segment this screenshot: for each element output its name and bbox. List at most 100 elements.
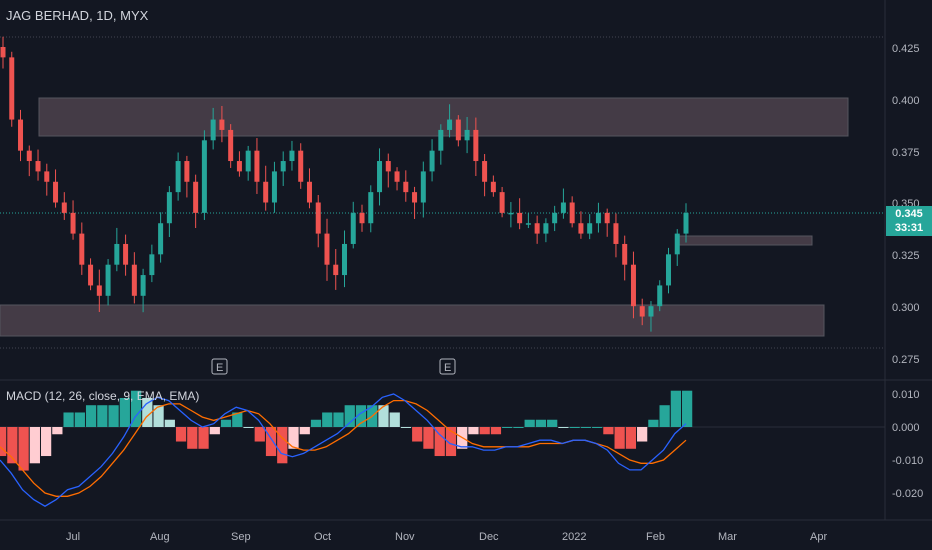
candlestick-series xyxy=(0,36,689,332)
price-tick: 0.325 xyxy=(892,250,920,262)
candle-body xyxy=(166,192,172,224)
macd-histogram-bar xyxy=(232,412,243,427)
candle-body xyxy=(412,192,418,203)
candle-body xyxy=(587,223,593,234)
macd-histogram-bar xyxy=(659,405,670,427)
candle-body xyxy=(674,233,680,255)
macd-tick: -0.010 xyxy=(892,455,923,467)
macd-histogram-bar xyxy=(243,427,254,428)
candle-body xyxy=(201,140,207,213)
earnings-marker[interactable]: E xyxy=(211,358,228,375)
macd-histogram-bar xyxy=(423,427,434,449)
macd-line xyxy=(0,393,687,507)
candle-body xyxy=(333,264,339,276)
target-zone[interactable] xyxy=(678,235,813,246)
macd-histogram-bar xyxy=(513,427,524,428)
candle-body xyxy=(482,161,488,182)
candle-body xyxy=(359,212,365,224)
candle-body xyxy=(158,223,164,255)
time-tick: Sep xyxy=(231,531,251,543)
support-zone[interactable] xyxy=(0,304,825,337)
macd-histogram-bar xyxy=(209,427,220,435)
earnings-marker[interactable]: E xyxy=(439,358,456,375)
time-tick: 2022 xyxy=(562,531,586,543)
macd-histogram-bar xyxy=(558,427,569,428)
candle-body xyxy=(306,181,312,203)
macd-histogram-bar xyxy=(142,397,153,427)
candle-body xyxy=(438,129,444,151)
candle-body xyxy=(245,150,251,172)
candle-body xyxy=(18,119,24,151)
time-axis: Jul Aug Sep Oct Nov Dec 2022 Feb Mar Apr xyxy=(66,531,827,543)
time-tick: Dec xyxy=(479,531,499,543)
candle-body xyxy=(569,202,575,224)
candle-body xyxy=(420,171,426,203)
candle-body xyxy=(604,212,610,224)
candle-body xyxy=(131,264,137,296)
candle-body xyxy=(105,264,111,296)
macd-histogram-bar xyxy=(490,427,502,435)
macd-histogram-bar xyxy=(344,405,355,427)
candle-body xyxy=(184,161,190,182)
macd-histogram-bar xyxy=(130,390,142,427)
macd-histogram-bar xyxy=(614,427,625,449)
candle-body xyxy=(193,181,199,213)
macd-title[interactable]: MACD (12, 26, close, 9, EMA, EMA) xyxy=(6,389,200,403)
candle-body xyxy=(473,129,479,162)
macd-histogram-bar xyxy=(625,427,637,449)
candle-body xyxy=(630,264,636,307)
candle-body xyxy=(236,161,242,172)
macd-histogram-bar xyxy=(265,427,277,457)
price-tick: 0.375 xyxy=(892,147,920,159)
candle-body xyxy=(123,243,129,265)
resistance-zone[interactable] xyxy=(38,97,849,137)
macd-histogram-bar xyxy=(310,419,322,427)
candle-body xyxy=(508,212,514,215)
time-tick: Aug xyxy=(150,531,170,543)
time-tick: Feb xyxy=(646,531,665,543)
macd-histogram-bar xyxy=(502,427,513,428)
macd-histogram-bar xyxy=(603,427,614,435)
candle-body xyxy=(385,161,391,172)
candle-body xyxy=(455,119,461,141)
macd-histogram-bar xyxy=(119,397,130,427)
macd-histogram-bar xyxy=(175,427,187,442)
macd-histogram-bar xyxy=(288,427,299,449)
macd-histogram-bar xyxy=(547,419,558,427)
time-tick: Apr xyxy=(810,531,827,543)
candle-body xyxy=(552,212,558,224)
macd-histogram-bar xyxy=(153,405,164,427)
candle-body xyxy=(70,212,76,234)
candle-body xyxy=(271,171,277,203)
candle-body xyxy=(464,129,470,141)
candle-body xyxy=(210,119,216,141)
macd-histogram-bar xyxy=(400,427,412,428)
candle-body xyxy=(377,161,383,193)
candle-body xyxy=(683,212,689,234)
macd-histogram-bar xyxy=(535,419,547,427)
macd-histogram-bar xyxy=(569,427,580,428)
candle-body xyxy=(639,306,645,317)
symbol-title[interactable]: JAG BERHAD, 1D, MYX xyxy=(6,8,149,23)
price-tick: 0.275 xyxy=(892,354,920,366)
macd-histogram-bar xyxy=(445,427,457,457)
macd-histogram-bar xyxy=(592,427,603,428)
macd-histogram-bar xyxy=(254,427,265,442)
candle-body xyxy=(595,212,601,224)
candle-body xyxy=(44,171,50,182)
macd-histogram-bar xyxy=(97,405,108,427)
candle-body xyxy=(324,233,330,265)
candle-body xyxy=(350,212,356,244)
candle-body xyxy=(140,275,146,296)
time-tick: Jul xyxy=(66,531,80,543)
candle-body xyxy=(560,202,566,213)
candle-body xyxy=(9,57,15,120)
price-axis: 0.425 0.400 0.375 0.350 0.325 0.300 0.27… xyxy=(892,43,920,366)
candle-body xyxy=(447,119,453,130)
candle-body xyxy=(289,150,295,162)
candle-body xyxy=(525,223,531,225)
candle-body xyxy=(149,254,155,276)
macd-histogram-bar xyxy=(187,427,198,449)
candle-body xyxy=(298,150,304,182)
